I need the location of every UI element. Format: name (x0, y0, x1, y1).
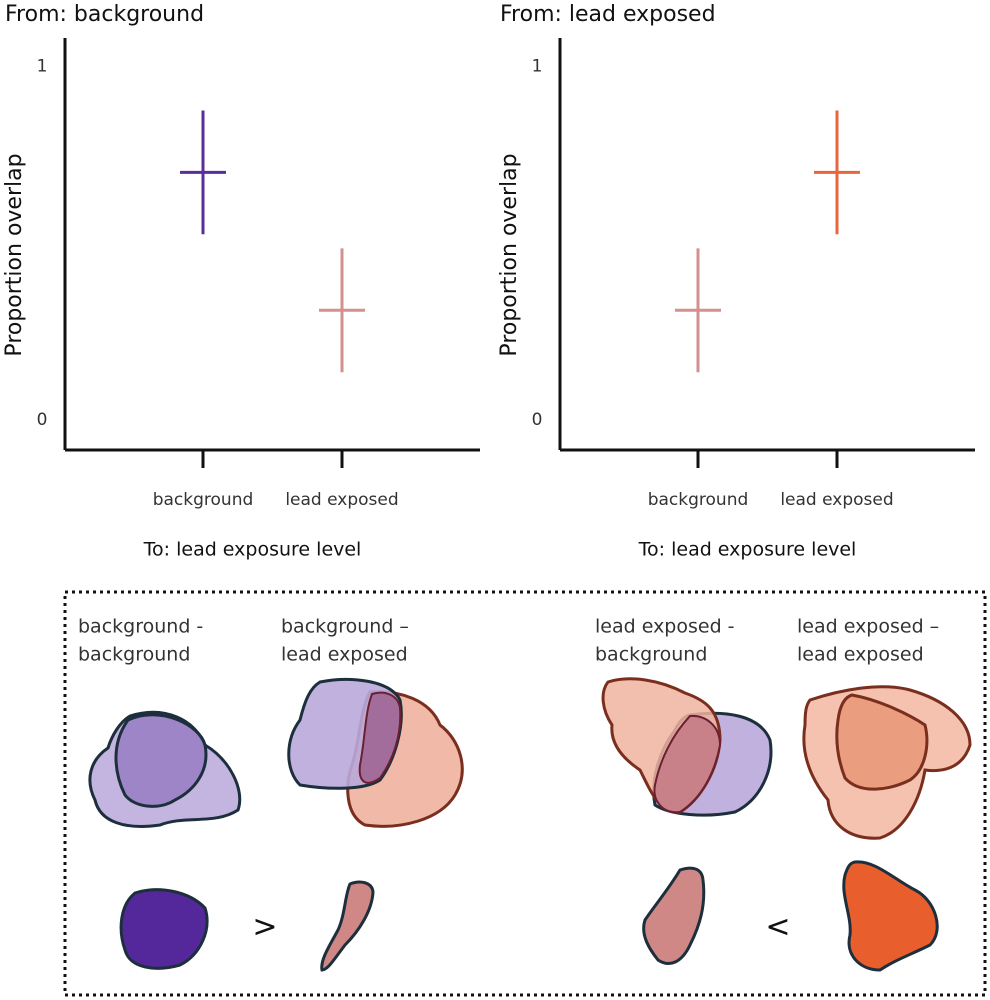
chart-title: From: lead exposed (500, 2, 716, 27)
diagram-label: background - (78, 616, 203, 638)
small-sliver-pink-2 (642, 866, 706, 965)
x-axis-title: To: lead exposure level (638, 539, 857, 561)
small-blob-orange (842, 860, 939, 972)
diagram-label: lead exposed (797, 644, 924, 666)
x-tick-label: lead exposed (285, 490, 398, 510)
comparison-sign: < (765, 910, 790, 945)
y-tick-label: 1 (532, 56, 543, 76)
x-tick-label: background (153, 490, 254, 510)
diagram-label: background (78, 644, 190, 666)
x-axis-title: To: lead exposure level (143, 539, 362, 561)
small-blob-purple (119, 888, 209, 970)
diagram-label: lead exposed – (797, 616, 939, 638)
diagram-frame (63, 590, 987, 997)
y-axis-title: Proportion overlap (497, 153, 522, 356)
diagram-label: background (595, 644, 707, 666)
x-tick-label: lead exposed (780, 490, 893, 510)
small-sliver-pink-1 (320, 880, 375, 972)
y-tick-label: 0 (37, 410, 48, 430)
chart-title: From: background (5, 2, 204, 27)
y-tick-label: 1 (37, 56, 48, 76)
x-tick-label: background (648, 490, 749, 510)
diagram-label: lead exposed (281, 644, 408, 666)
y-tick-label: 0 (532, 410, 543, 430)
y-axis-title: Proportion overlap (2, 153, 27, 356)
overlap-bg-bg (88, 710, 242, 828)
overlap-lead-lead (802, 685, 972, 840)
overlap-bg-lead (287, 677, 464, 828)
diagram-label: lead exposed - (595, 616, 735, 638)
diagram-label: background – (281, 616, 409, 638)
overlap-lead-bg (601, 677, 773, 817)
comparison-sign: > (252, 910, 277, 945)
